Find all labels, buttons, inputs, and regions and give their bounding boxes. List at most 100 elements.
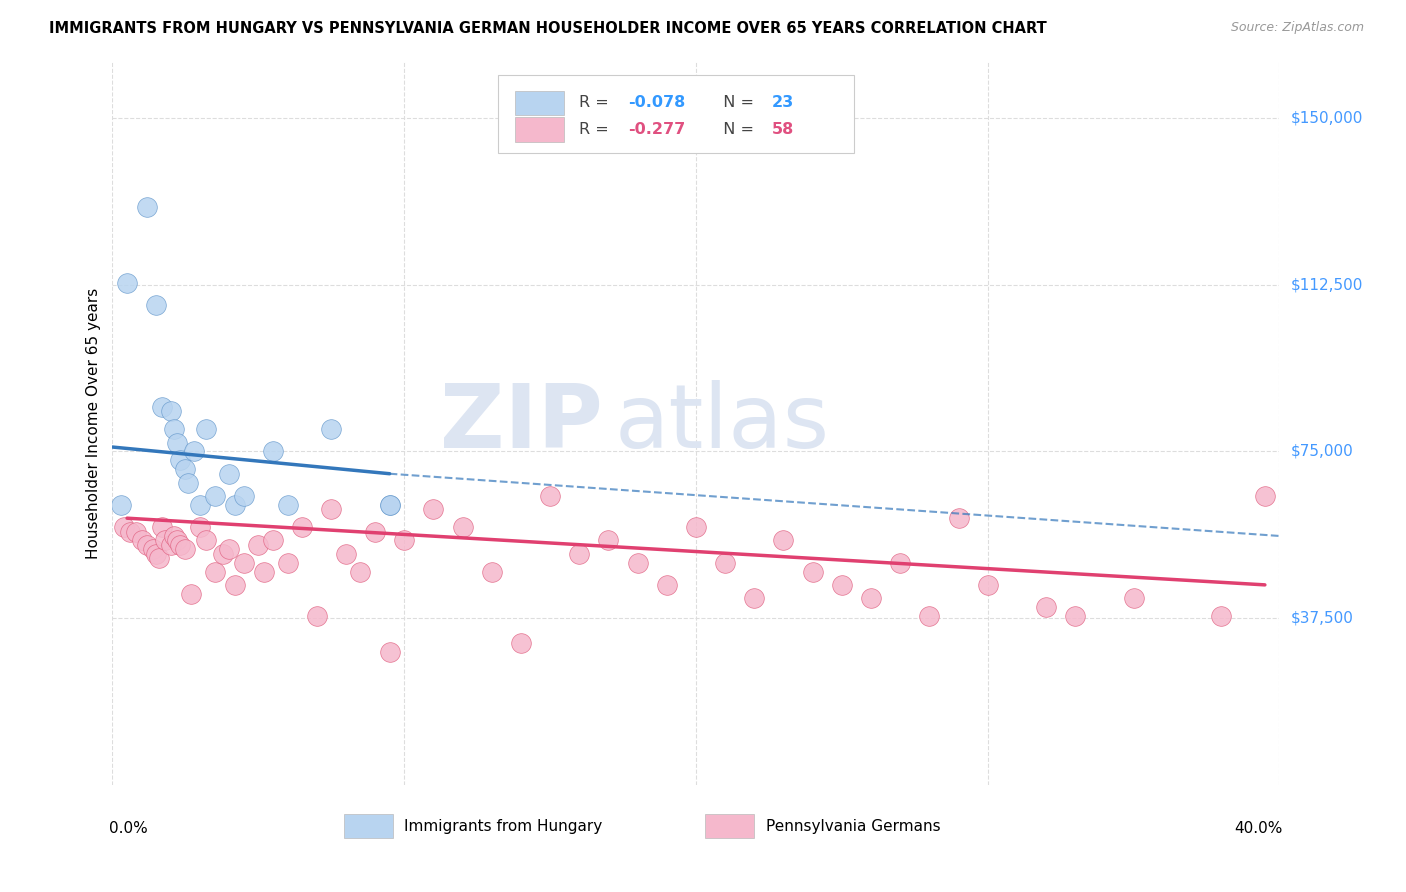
Point bbox=[422, 502, 444, 516]
FancyBboxPatch shape bbox=[343, 814, 392, 838]
Text: 0.0%: 0.0% bbox=[110, 821, 148, 836]
Point bbox=[160, 538, 183, 552]
Point bbox=[364, 524, 387, 539]
Point bbox=[1122, 591, 1144, 606]
Point bbox=[509, 635, 531, 649]
Point bbox=[568, 547, 591, 561]
Text: 40.0%: 40.0% bbox=[1234, 821, 1282, 836]
Point bbox=[224, 498, 246, 512]
Point bbox=[204, 565, 226, 579]
Point bbox=[262, 444, 284, 458]
Point bbox=[115, 276, 138, 290]
Point bbox=[180, 587, 202, 601]
Point bbox=[136, 538, 159, 552]
Point bbox=[204, 489, 226, 503]
FancyBboxPatch shape bbox=[515, 91, 564, 115]
Point bbox=[232, 489, 254, 503]
Point bbox=[232, 556, 254, 570]
Point bbox=[218, 542, 240, 557]
Point bbox=[163, 529, 186, 543]
Point bbox=[150, 520, 173, 534]
Text: N =: N = bbox=[713, 122, 759, 137]
Point bbox=[218, 467, 240, 481]
Point bbox=[277, 556, 299, 570]
FancyBboxPatch shape bbox=[706, 814, 755, 838]
Point bbox=[714, 556, 737, 570]
Text: $37,500: $37,500 bbox=[1291, 611, 1354, 625]
Point bbox=[948, 511, 970, 525]
Text: $75,000: $75,000 bbox=[1291, 444, 1354, 459]
Point bbox=[685, 520, 707, 534]
Point bbox=[194, 422, 217, 436]
Point bbox=[212, 547, 235, 561]
Point bbox=[831, 578, 853, 592]
Point bbox=[451, 520, 474, 534]
Point bbox=[918, 609, 941, 624]
Point bbox=[253, 565, 276, 579]
FancyBboxPatch shape bbox=[515, 118, 564, 142]
Point bbox=[118, 524, 141, 539]
Point bbox=[860, 591, 883, 606]
Point bbox=[163, 422, 186, 436]
Point bbox=[177, 475, 200, 490]
Point bbox=[166, 533, 188, 548]
Point bbox=[112, 520, 135, 534]
Point bbox=[148, 551, 170, 566]
Point bbox=[538, 489, 561, 503]
Text: Source: ZipAtlas.com: Source: ZipAtlas.com bbox=[1230, 21, 1364, 35]
Point bbox=[160, 404, 183, 418]
FancyBboxPatch shape bbox=[498, 76, 853, 153]
Point bbox=[174, 462, 197, 476]
Y-axis label: Householder Income Over 65 years: Householder Income Over 65 years bbox=[86, 288, 101, 559]
Point bbox=[744, 591, 766, 606]
Point bbox=[224, 578, 246, 592]
Text: $150,000: $150,000 bbox=[1291, 111, 1362, 126]
Point bbox=[136, 200, 159, 214]
Point bbox=[247, 538, 270, 552]
Point bbox=[277, 498, 299, 512]
Point bbox=[627, 556, 650, 570]
Point bbox=[166, 435, 188, 450]
Point bbox=[976, 578, 998, 592]
Point bbox=[378, 498, 401, 512]
Text: 23: 23 bbox=[772, 95, 794, 111]
Point bbox=[1254, 489, 1277, 503]
Text: R =: R = bbox=[579, 122, 614, 137]
Point bbox=[142, 542, 165, 557]
Point bbox=[145, 298, 167, 312]
Point bbox=[291, 520, 314, 534]
Point bbox=[335, 547, 357, 561]
Point bbox=[394, 533, 416, 548]
Point bbox=[262, 533, 284, 548]
Point bbox=[188, 520, 211, 534]
Point bbox=[145, 547, 167, 561]
Point bbox=[169, 453, 191, 467]
Point bbox=[174, 542, 197, 557]
Text: atlas: atlas bbox=[614, 380, 830, 467]
Point bbox=[188, 498, 211, 512]
Point bbox=[321, 502, 343, 516]
Text: 58: 58 bbox=[772, 122, 794, 137]
Point bbox=[1035, 600, 1057, 615]
Point bbox=[378, 498, 401, 512]
Point bbox=[481, 565, 503, 579]
Text: ZIP: ZIP bbox=[440, 380, 603, 467]
Point bbox=[153, 533, 176, 548]
Text: $112,500: $112,500 bbox=[1291, 277, 1362, 293]
Point bbox=[349, 565, 371, 579]
Point bbox=[131, 533, 153, 548]
Point bbox=[305, 609, 328, 624]
Point bbox=[169, 538, 191, 552]
Text: R =: R = bbox=[579, 95, 614, 111]
Point bbox=[110, 498, 132, 512]
Point bbox=[150, 400, 173, 414]
Point bbox=[889, 556, 911, 570]
Text: IMMIGRANTS FROM HUNGARY VS PENNSYLVANIA GERMAN HOUSEHOLDER INCOME OVER 65 YEARS : IMMIGRANTS FROM HUNGARY VS PENNSYLVANIA … bbox=[49, 21, 1047, 37]
Point bbox=[598, 533, 620, 548]
Point bbox=[378, 644, 401, 658]
Text: Immigrants from Hungary: Immigrants from Hungary bbox=[405, 819, 603, 834]
Text: -0.277: -0.277 bbox=[628, 122, 686, 137]
Point bbox=[801, 565, 824, 579]
Point bbox=[1064, 609, 1087, 624]
Point bbox=[655, 578, 678, 592]
